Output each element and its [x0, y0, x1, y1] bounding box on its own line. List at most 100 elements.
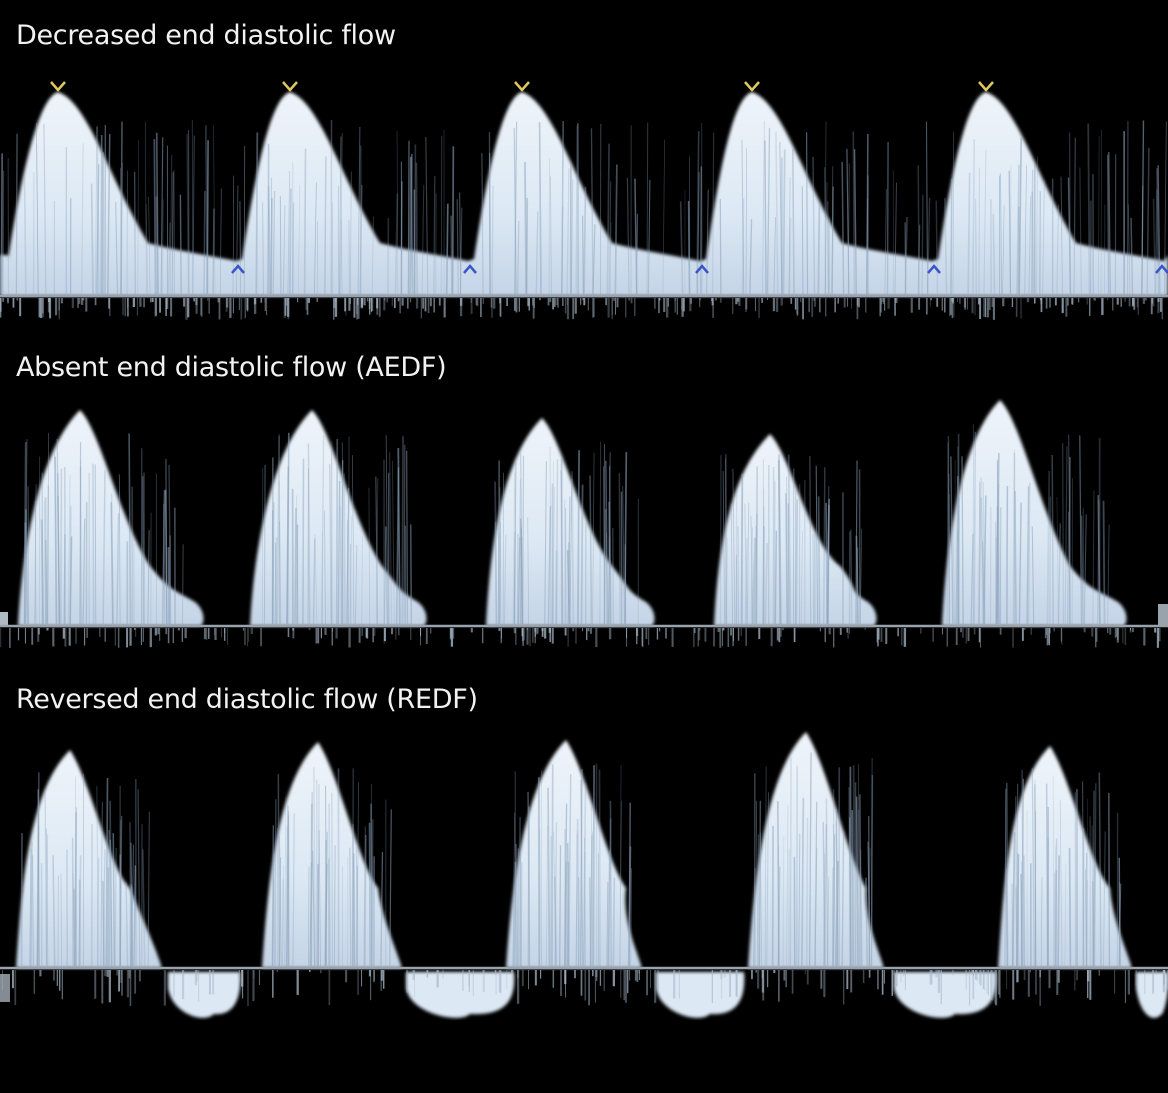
spectral-streak — [408, 156, 412, 295]
spectral-streak — [788, 177, 791, 295]
spectral-streak — [298, 185, 301, 295]
spectral-streak — [1068, 847, 1072, 967]
spectral-streak — [588, 877, 592, 967]
spectral-streak — [831, 166, 834, 295]
spectral-streak — [115, 202, 118, 295]
spectral-streak — [517, 537, 521, 625]
spectral-streak — [852, 131, 856, 295]
spectral-streak — [324, 156, 327, 295]
spectral-streak — [917, 224, 921, 295]
spectral-streak — [267, 186, 271, 295]
spectral-streak — [112, 833, 116, 967]
spectral-streak — [331, 202, 334, 295]
spectral-streak — [164, 489, 168, 625]
spectral-streak — [356, 782, 359, 967]
spectral-streak — [999, 507, 1002, 625]
spectral-streak — [502, 472, 504, 625]
spectral-streak — [775, 131, 779, 295]
spectral-streak — [37, 789, 40, 967]
spectral-streak — [847, 163, 850, 295]
spectral-streak — [774, 530, 778, 625]
spectral-streak — [696, 131, 700, 295]
spectral-streak — [255, 132, 259, 295]
reversed-diastolic-lobe — [656, 972, 745, 1018]
panel-title: Reversed end diastolic flow (REDF) — [16, 684, 478, 715]
spectral-streak — [1057, 855, 1061, 967]
spectral-streak — [741, 198, 745, 295]
spectral-streak — [1102, 831, 1106, 967]
spectral-streak — [303, 148, 307, 295]
spectral-streak — [634, 178, 638, 295]
spectral-streak — [401, 436, 404, 625]
spectral-streak — [992, 213, 996, 295]
spectral-streak — [1107, 524, 1110, 625]
spectral-streak — [383, 526, 387, 625]
spectral-streak — [102, 469, 106, 625]
spectral-streak — [395, 467, 400, 625]
spectral-streak — [798, 833, 801, 967]
spectral-streak — [164, 489, 168, 625]
spectral-streak — [349, 515, 353, 625]
spectral-streak — [203, 191, 206, 295]
spectral-streak — [777, 866, 781, 967]
spectral-streak — [598, 769, 601, 967]
spectral-streak — [337, 480, 341, 625]
spectral-streak — [131, 844, 135, 967]
spectral-streak — [946, 436, 950, 625]
spectral-streak — [1014, 490, 1017, 625]
spectral-streak — [608, 465, 612, 625]
spectral-streak — [764, 766, 767, 967]
spectral-streak — [749, 219, 753, 295]
systolic-peak — [942, 400, 1127, 626]
spectral-streak — [777, 460, 781, 625]
spectral-streak — [579, 769, 583, 967]
spectral-streak — [745, 148, 747, 295]
spectral-streak — [947, 442, 950, 625]
spectral-streak — [1054, 838, 1058, 967]
spectral-streak — [181, 544, 184, 625]
spectral-streak — [590, 128, 594, 295]
spectral-streak — [341, 460, 344, 625]
spectral-streak — [130, 884, 133, 967]
spectral-streak — [789, 757, 792, 967]
spectral-streak — [857, 764, 861, 967]
spectral-streak — [94, 464, 97, 625]
spectral-streak — [1108, 792, 1111, 967]
spectral-streak — [917, 165, 920, 295]
spectral-streak — [456, 199, 459, 295]
spectral-streak — [1002, 205, 1005, 295]
spectral-streak — [808, 752, 812, 967]
spectral-streak — [841, 831, 845, 967]
spectral-streak — [599, 441, 602, 625]
spectral-streak — [549, 446, 552, 625]
spectral-streak — [809, 456, 812, 625]
spectral-streak — [1102, 500, 1106, 625]
spectral-streak — [161, 490, 166, 625]
spectral-streak — [1039, 190, 1042, 295]
spectral-streak — [1154, 189, 1158, 295]
spectral-streak — [282, 205, 286, 295]
peak-systolic-marker — [282, 81, 298, 92]
spectral-streak — [1100, 129, 1102, 295]
spectral-streak — [118, 474, 121, 625]
spectral-streak — [277, 774, 280, 967]
spectral-streak — [1082, 507, 1085, 625]
spectral-streak — [851, 810, 854, 967]
spectral-streak — [1127, 204, 1131, 295]
spectral-streak — [274, 542, 277, 625]
spectral-streak — [1064, 446, 1068, 625]
peak-systolic-marker — [744, 81, 760, 92]
spectral-streak — [545, 825, 549, 967]
spectral-streak — [762, 120, 765, 295]
spectral-streak — [368, 822, 371, 967]
spectral-streak — [284, 796, 287, 967]
spectral-streak — [212, 208, 215, 295]
systolic-peak — [506, 740, 642, 968]
spectral-streak — [31, 855, 35, 967]
spectral-streak — [173, 170, 176, 295]
spectral-streak — [389, 452, 393, 625]
spectral-streak — [547, 506, 552, 625]
spectral-streak — [352, 768, 354, 967]
spectral-streak — [592, 224, 596, 295]
spectral-streak — [375, 476, 379, 625]
